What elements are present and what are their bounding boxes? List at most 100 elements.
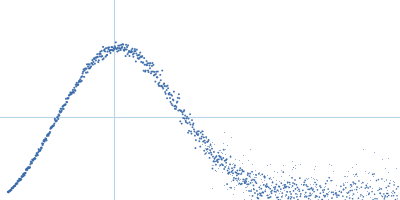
Point <box>236 179 242 182</box>
Point <box>215 151 222 154</box>
Point <box>85 63 92 66</box>
Point <box>378 193 384 197</box>
Point <box>306 188 313 191</box>
Point <box>278 168 284 172</box>
Point <box>392 166 399 170</box>
Point <box>70 90 76 94</box>
Point <box>105 48 112 51</box>
Point <box>287 190 293 193</box>
Point <box>317 184 323 187</box>
Point <box>42 138 48 141</box>
Point <box>248 197 254 200</box>
Point <box>263 193 269 197</box>
Point <box>257 192 263 195</box>
Point <box>322 195 328 198</box>
Point <box>15 180 21 183</box>
Point <box>248 189 254 193</box>
Point <box>206 145 212 148</box>
Point <box>40 139 47 143</box>
Point <box>209 167 216 170</box>
Point <box>212 156 219 159</box>
Point <box>24 167 31 170</box>
Point <box>213 163 219 166</box>
Point <box>39 142 45 145</box>
Point <box>50 125 56 128</box>
Point <box>93 59 99 62</box>
Point <box>394 196 400 199</box>
Point <box>64 101 70 104</box>
Point <box>16 177 22 180</box>
Point <box>284 180 291 183</box>
Point <box>308 192 314 195</box>
Point <box>141 56 147 60</box>
Point <box>30 158 36 162</box>
Point <box>313 183 320 186</box>
Point <box>146 62 152 65</box>
Point <box>108 49 114 52</box>
Point <box>264 163 270 167</box>
Point <box>330 169 336 173</box>
Point <box>328 196 334 200</box>
Point <box>73 85 80 88</box>
Point <box>9 186 16 189</box>
Point <box>266 196 272 199</box>
Point <box>34 152 40 155</box>
Point <box>186 129 192 132</box>
Point <box>384 192 391 195</box>
Point <box>282 195 288 198</box>
Point <box>238 183 244 186</box>
Point <box>344 192 351 195</box>
Point <box>31 158 37 161</box>
Point <box>234 169 240 172</box>
Point <box>323 199 330 200</box>
Point <box>90 63 96 66</box>
Point <box>231 186 238 189</box>
Point <box>246 148 253 151</box>
Point <box>124 53 131 56</box>
Point <box>203 135 209 139</box>
Point <box>131 52 137 55</box>
Point <box>344 174 350 177</box>
Point <box>249 186 256 190</box>
Point <box>226 168 232 171</box>
Point <box>320 191 326 194</box>
Point <box>310 188 316 191</box>
Point <box>256 172 262 175</box>
Point <box>63 97 69 100</box>
Point <box>207 144 214 148</box>
Point <box>386 182 393 185</box>
Point <box>205 140 211 143</box>
Point <box>147 67 153 70</box>
Point <box>177 120 184 123</box>
Point <box>54 119 60 122</box>
Point <box>297 177 303 180</box>
Point <box>56 113 62 116</box>
Point <box>300 189 306 192</box>
Point <box>301 182 308 185</box>
Point <box>52 120 59 123</box>
Point <box>212 160 218 163</box>
Point <box>157 73 164 76</box>
Point <box>158 79 164 82</box>
Point <box>377 186 383 190</box>
Point <box>45 133 51 136</box>
Point <box>370 198 376 200</box>
Point <box>384 195 390 198</box>
Point <box>223 159 229 162</box>
Point <box>156 81 162 84</box>
Point <box>98 52 104 56</box>
Point <box>68 93 75 96</box>
Point <box>148 72 154 75</box>
Point <box>279 183 286 187</box>
Point <box>199 130 206 133</box>
Point <box>187 113 193 116</box>
Point <box>350 172 356 176</box>
Point <box>388 191 395 195</box>
Point <box>239 161 246 164</box>
Point <box>349 197 356 200</box>
Point <box>209 147 215 150</box>
Point <box>164 88 170 92</box>
Point <box>303 183 310 187</box>
Point <box>173 105 180 109</box>
Point <box>19 175 26 178</box>
